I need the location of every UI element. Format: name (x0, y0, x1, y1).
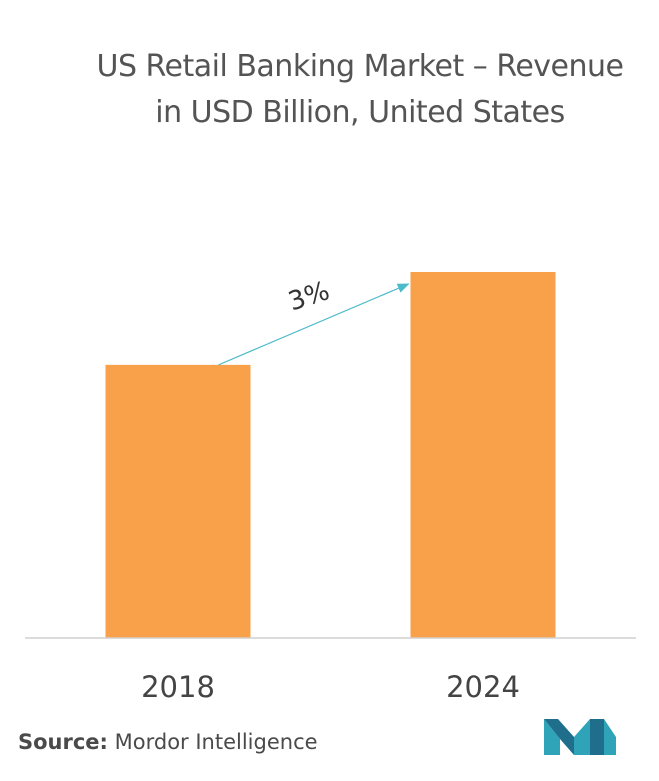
bar-2024 (410, 272, 556, 638)
cagr-arrow (218, 283, 410, 366)
x-tick-label-2024: 2024 (446, 670, 520, 704)
chart-title: US Retail Banking Market – Revenue in US… (96, 49, 624, 130)
source-text: Mordor Intelligence (114, 730, 318, 754)
cagr-label: 3% (285, 276, 334, 317)
x-tick-label-2018: 2018 (141, 670, 215, 704)
source-line: Source: Mordor Intelligence (18, 730, 318, 754)
bar-2018 (105, 364, 251, 638)
mordor-intelligence-logo-icon (544, 719, 616, 755)
source-label: Source: (18, 730, 108, 754)
